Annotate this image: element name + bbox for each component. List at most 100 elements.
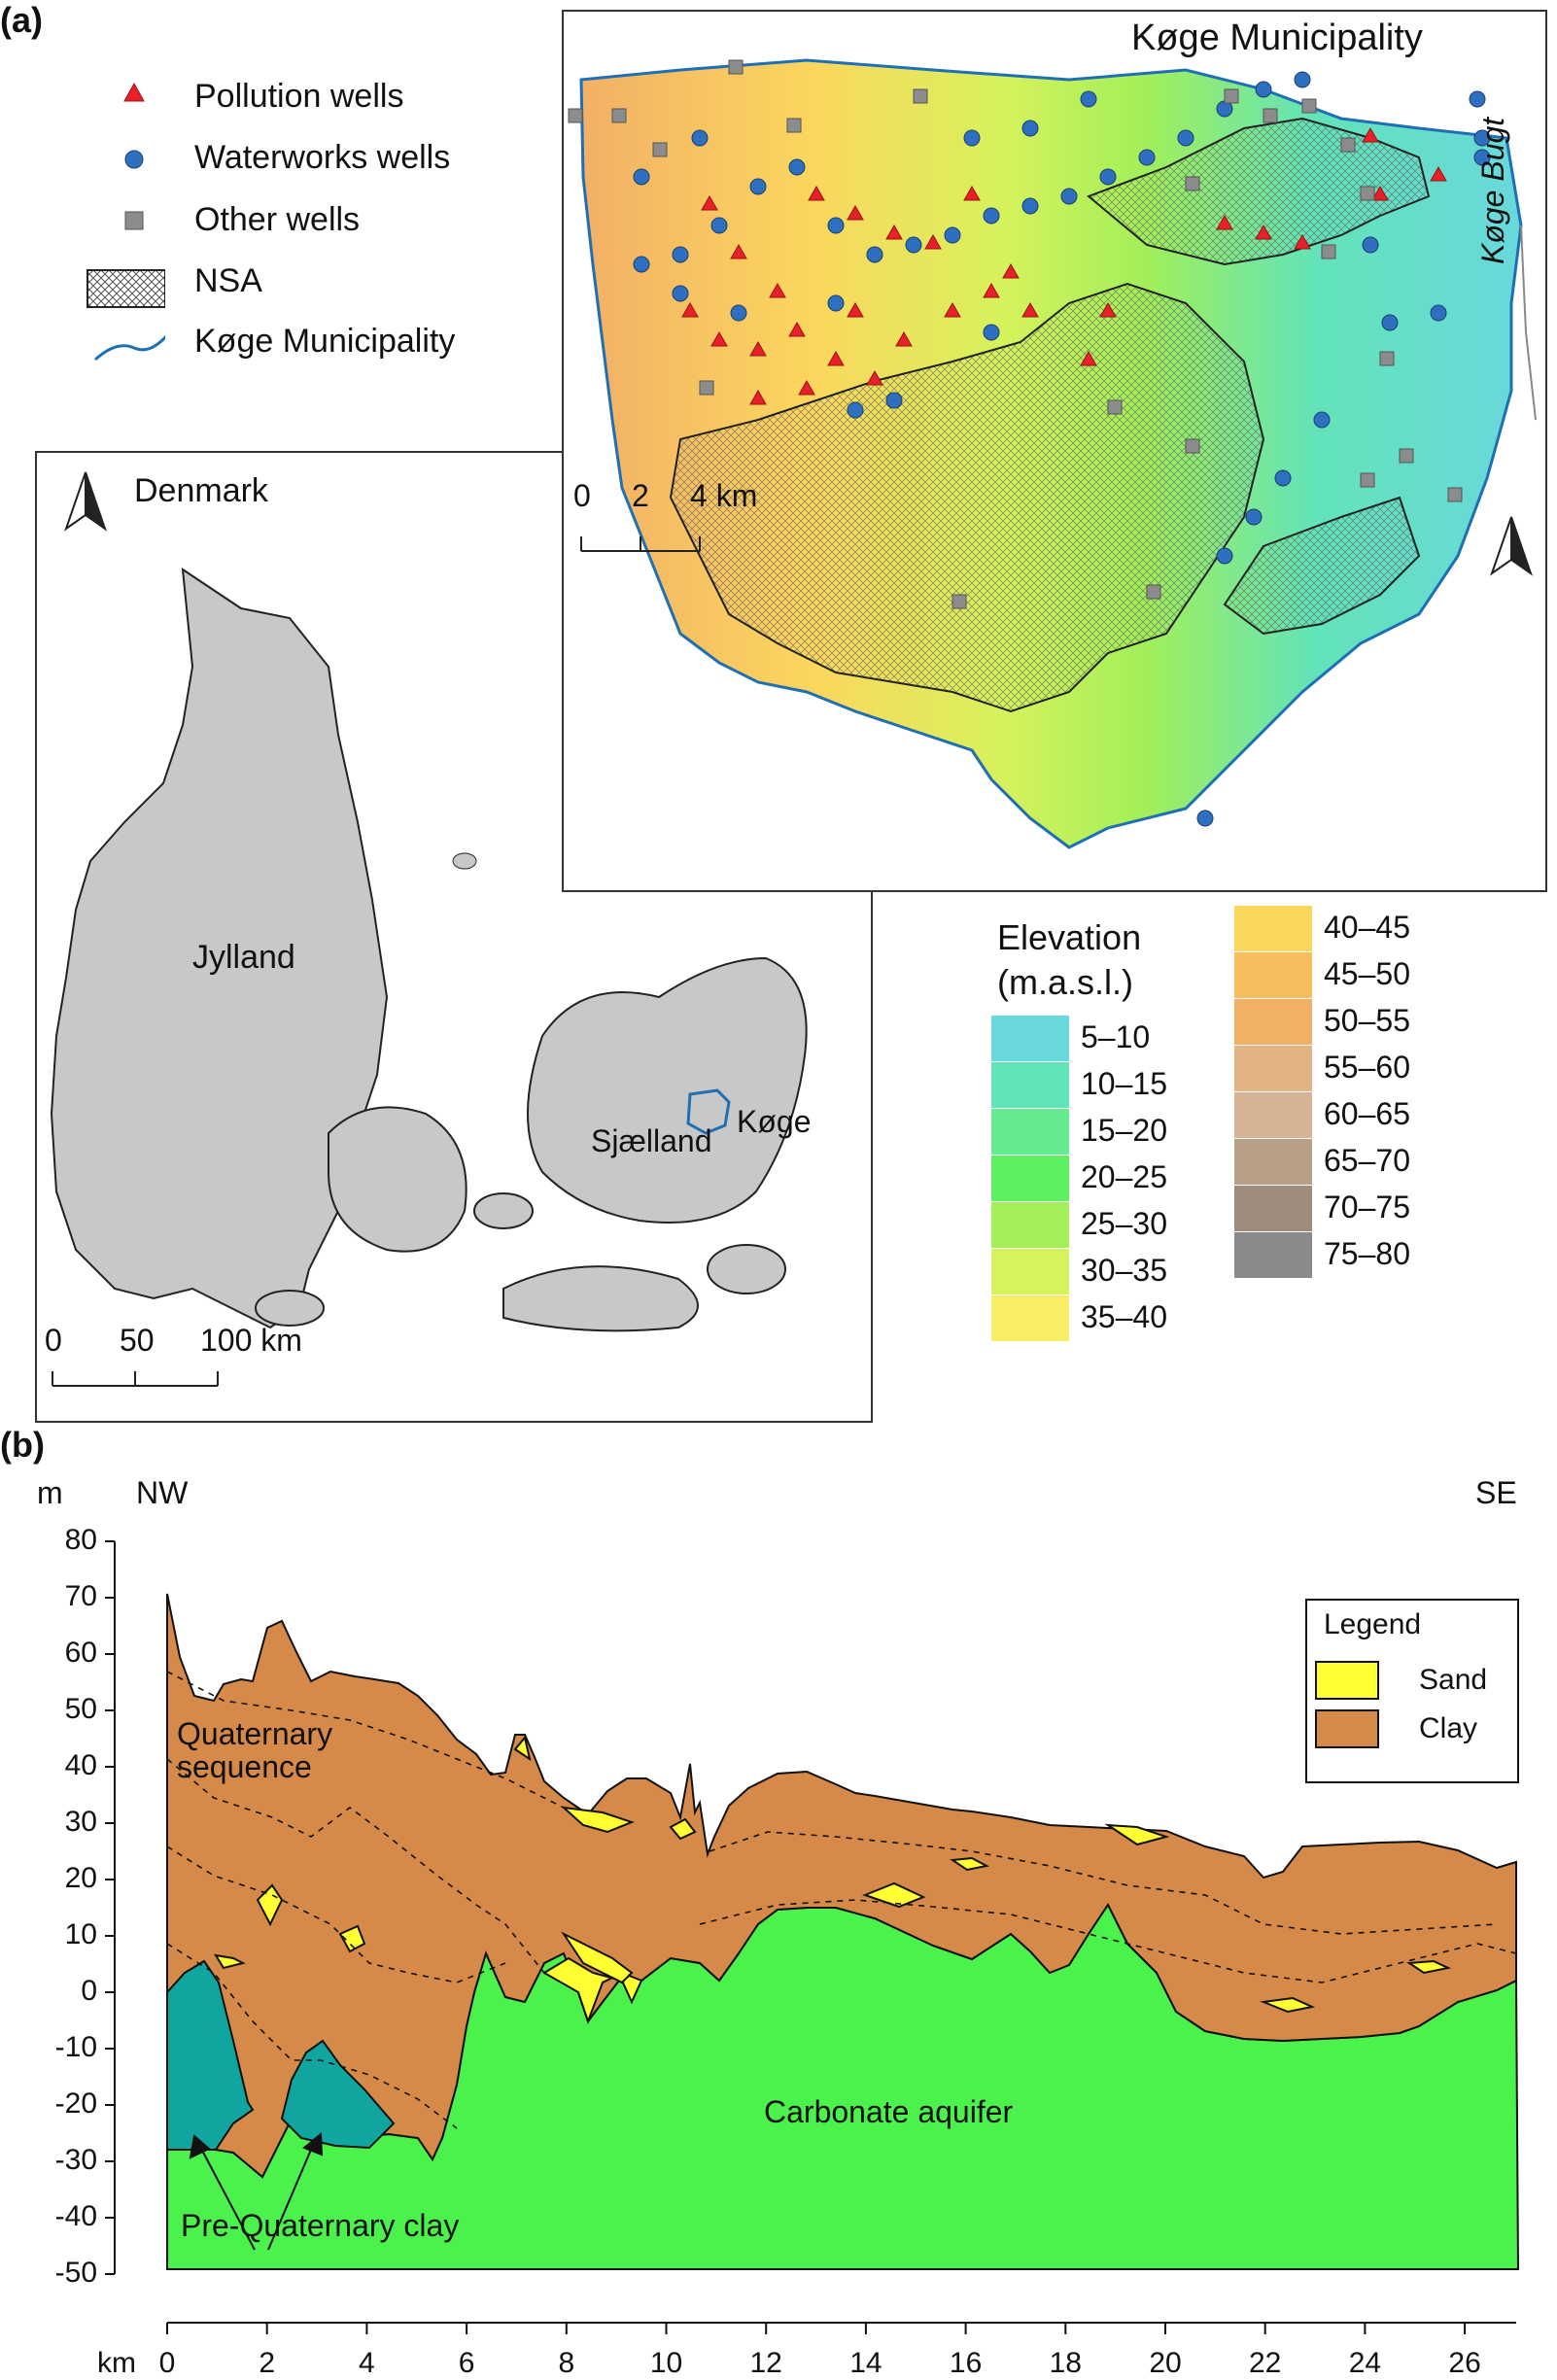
x-tick-label: 26 [1448, 2347, 1481, 2379]
other-wells [568, 59, 1463, 609]
other-well-symbol [124, 211, 144, 230]
y-tick-label: 70 [64, 1580, 97, 1612]
elevation-swatch [1234, 1232, 1312, 1278]
elevation-swatch [991, 1016, 1069, 1061]
elevation-class-label: 15–20 [1081, 1113, 1167, 1148]
x-tick-label: 18 [1049, 2347, 1082, 2379]
nsa-area [1087, 117, 1431, 266]
koge-map-frame: Køge Municipality Køge Bugt 0 2 4 km [562, 10, 1547, 892]
koge-map-title: Køge Municipality [1131, 17, 1423, 58]
y-tick-label: 50 [64, 1693, 97, 1725]
x-tick-label: 2 [259, 2347, 276, 2379]
elevation-swatch [1234, 1092, 1312, 1138]
denmark-map [50, 471, 808, 1387]
elevation-swatch [1234, 952, 1312, 998]
legend-nsa: NSA [194, 262, 262, 299]
pre-quaternary-clay-lens [280, 2039, 396, 2150]
denmark-scale-tick0: 0 [45, 1323, 62, 1358]
waterworks-wells [633, 71, 1491, 827]
elevation-class-label: 5–10 [1081, 1019, 1151, 1054]
legend-clay-swatch [1315, 1709, 1379, 1748]
sand-lenses [213, 1735, 1452, 2024]
legend-other-wells: Other wells [194, 201, 361, 238]
y-tick-label: 60 [64, 1637, 97, 1669]
waterworks-well-symbol [124, 150, 144, 169]
elevation-swatch [991, 1062, 1069, 1108]
nw-label: NW [136, 1475, 189, 1510]
y-tick-label: -40 [54, 2200, 97, 2232]
elevation-class-label: 65–70 [1324, 1143, 1410, 1178]
elevation-swatch [1234, 1139, 1312, 1185]
x-tick-label: 16 [949, 2347, 983, 2379]
fyn-landmass [328, 1106, 467, 1253]
y-tick-label: 40 [64, 1749, 97, 1781]
elevation-swatch [991, 1156, 1069, 1201]
y-tick-label: 10 [64, 1918, 97, 1950]
carbonate-aquifer-label: Carbonate aquifer [764, 2094, 1014, 2129]
nsa-symbol [86, 269, 165, 308]
elevation-class-label: 40–45 [1324, 910, 1410, 945]
x-tick-label: 4 [359, 2347, 375, 2379]
quaternary-label-1: Quaternary [177, 1716, 333, 1751]
elevation-swatch [1234, 1186, 1312, 1231]
x-tick-label: 8 [558, 2347, 575, 2379]
north-arrow-icon [64, 471, 107, 532]
island [255, 1290, 325, 1327]
x-tick-label: 12 [749, 2347, 782, 2379]
section-legend-title: Legend [1324, 1608, 1422, 1640]
elevation-title: Elevation [997, 917, 1142, 957]
elevation-swatch [991, 1202, 1069, 1248]
koge-scale-bar [580, 536, 701, 552]
x-tick-label: 10 [649, 2347, 683, 2379]
elevation-class-label: 20–25 [1081, 1159, 1167, 1194]
island [473, 1192, 534, 1229]
nsa-area [669, 282, 1265, 713]
elevation-class-label: 25–30 [1081, 1206, 1167, 1241]
se-label: SE [1475, 1475, 1517, 1510]
layer-boundaries [166, 1671, 1517, 2129]
sjaelland-landmass [527, 956, 808, 1224]
y-tick-label: 0 [81, 1975, 97, 2007]
elevation-class-label: 45–50 [1324, 956, 1410, 991]
y-tick-label: 20 [64, 1862, 97, 1894]
elevation-class-label: 60–65 [1324, 1096, 1410, 1131]
jylland-landmass [50, 567, 389, 1329]
panel-a-label: (a) [0, 0, 43, 40]
y-tick-label: 80 [64, 1524, 97, 1556]
elevation-class-label: 50–55 [1324, 1003, 1410, 1038]
elevation-legend: Elevation (m.a.s.l.) 5–10 10–15 15–20 20–25… [991, 906, 1536, 1390]
pollution-well-symbol [123, 82, 145, 102]
elevation-swatch [991, 1295, 1069, 1341]
quaternary-label-2: sequence [177, 1749, 312, 1784]
x-tick-label: 24 [1348, 2347, 1382, 2379]
y-tick-label: -50 [54, 2257, 97, 2289]
panel-b-label: (b) [0, 1425, 45, 1465]
pre-quaternary-clay-label: Pre-Quaternary clay [181, 2208, 460, 2243]
legend-symbols [86, 82, 165, 362]
elevation-class-label: 30–35 [1081, 1253, 1167, 1288]
legend-sand-swatch [1315, 1661, 1379, 1700]
island [707, 1244, 786, 1294]
legend-waterworks-wells: Waterworks wells [194, 139, 451, 176]
cross-section [105, 1540, 1520, 2334]
koge-outline [686, 1088, 731, 1135]
denmark-scale-tick1: 50 [120, 1323, 155, 1358]
municipality-line-symbol [93, 334, 165, 362]
elevation-class-label: 55–60 [1324, 1050, 1410, 1085]
section-legend-clay: Clay [1419, 1712, 1478, 1744]
denmark-scale-tick2: 100 km [200, 1323, 302, 1358]
sjaelland-label: Sjælland [591, 1123, 712, 1158]
koge-elevation-map [568, 58, 1537, 849]
y-unit-label: m [37, 1475, 63, 1510]
y-tick-label: -30 [54, 2144, 97, 2176]
north-arrow-icon [1490, 516, 1533, 576]
section-legend-box [1305, 1599, 1519, 1783]
legend-pollution-wells: Pollution wells [194, 78, 404, 115]
pollution-wells [681, 126, 1447, 405]
elevation-class-label: 70–75 [1324, 1190, 1410, 1224]
coastline [1520, 224, 1537, 421]
x-unit-label: km [97, 2347, 136, 2379]
y-tick-label: -20 [54, 2087, 97, 2120]
map-legend: Pollution wells Waterworks wells Other w… [78, 68, 564, 398]
elevation-class-label: 75–80 [1324, 1236, 1410, 1271]
